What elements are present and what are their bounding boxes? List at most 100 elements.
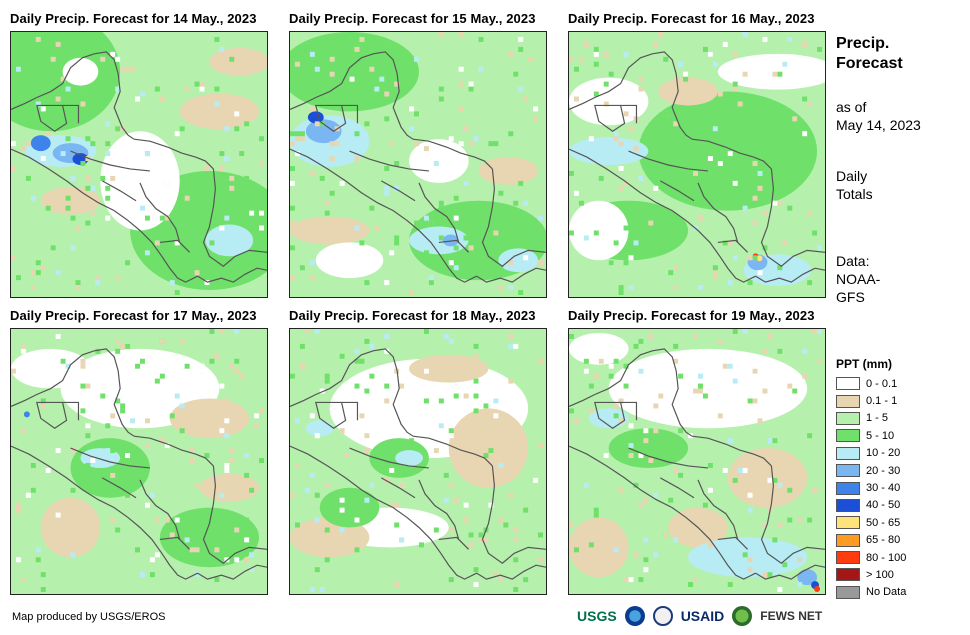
precip-cell <box>593 46 599 52</box>
coastline-border <box>659 477 695 499</box>
precip-cell <box>593 61 599 67</box>
precip-cell <box>319 388 325 394</box>
precip-cell <box>518 180 524 186</box>
coastline-border <box>11 348 135 437</box>
precip-cell <box>384 165 390 171</box>
precip-cell <box>290 492 295 498</box>
precip-region <box>498 248 539 273</box>
precip-cell <box>453 497 459 503</box>
precip-cell <box>443 472 449 478</box>
precip-cell <box>290 275 295 281</box>
precip-cell <box>697 96 703 102</box>
coastline-border <box>418 479 460 540</box>
coastline-border <box>717 536 749 550</box>
precip-map-6 <box>568 328 826 595</box>
precip-cell <box>45 467 51 473</box>
precip-cell <box>782 562 788 568</box>
precip-cell <box>40 106 46 112</box>
precip-cell <box>139 572 145 578</box>
precip-cell <box>234 358 240 364</box>
precip-cell <box>608 363 614 369</box>
precip-cell <box>60 76 66 82</box>
precip-cell <box>339 353 345 359</box>
coastline-border <box>341 401 359 421</box>
precip-cell <box>569 333 574 339</box>
precip-cell <box>85 462 91 468</box>
precip-cell <box>184 537 190 543</box>
precip-cell <box>727 195 733 201</box>
precip-cell <box>583 557 589 563</box>
precip-cell <box>115 126 121 132</box>
coastline-border <box>628 447 708 469</box>
precip-cell <box>125 260 131 266</box>
precip-cell <box>290 373 295 379</box>
precip-cell <box>324 373 330 379</box>
precip-cell <box>60 151 66 157</box>
precip-cell <box>304 487 310 493</box>
precip-cell <box>55 512 61 518</box>
precip-cell <box>144 151 150 157</box>
precip-cell <box>174 290 180 296</box>
precip-cell <box>782 61 788 67</box>
precip-cell <box>518 46 524 52</box>
precip-cell <box>653 552 659 558</box>
precip-cell <box>747 557 753 563</box>
precip-cell <box>70 175 76 181</box>
precip-cell <box>493 398 499 404</box>
precip-cell <box>164 443 170 449</box>
coastline-border <box>139 479 181 540</box>
precip-cell <box>428 418 434 424</box>
precip-cell <box>583 358 589 364</box>
precip-cell <box>633 240 639 246</box>
as-of-line1: as of <box>836 99 867 115</box>
precip-cell <box>174 517 180 523</box>
precip-cell <box>628 245 634 251</box>
precip-cell <box>683 71 689 77</box>
precip-cell <box>174 131 180 137</box>
precip-cell <box>658 393 664 399</box>
precip-cell <box>648 220 654 226</box>
precip-cell <box>453 265 459 271</box>
precip-cell <box>777 587 783 593</box>
precip-cell <box>448 527 454 533</box>
precip-cell <box>473 582 479 588</box>
precip-cell <box>628 126 634 132</box>
precip-cell <box>508 343 514 349</box>
precip-cell <box>498 265 504 271</box>
precip-cell <box>668 497 674 503</box>
precip-cell <box>354 383 360 389</box>
precip-cell <box>518 36 524 42</box>
precip-cell <box>438 398 444 404</box>
precip-cell <box>234 126 240 132</box>
precip-cell <box>618 285 624 291</box>
precip-cell <box>573 66 579 72</box>
precip-cell <box>727 363 733 369</box>
precip-cell <box>105 448 111 454</box>
legend-label: No Data <box>866 586 907 599</box>
precip-cell <box>85 220 91 226</box>
precip-cell <box>324 482 330 488</box>
precip-cell <box>379 532 385 538</box>
precip-cell <box>105 423 111 429</box>
precip-cell <box>179 403 185 409</box>
precip-cell <box>159 373 165 379</box>
precip-cell <box>394 582 400 588</box>
coastline-border <box>133 435 214 467</box>
precip-cell <box>569 56 574 62</box>
precip-cell <box>473 343 479 349</box>
coastline-border <box>412 435 493 467</box>
precip-cell <box>90 141 96 147</box>
precip-cell <box>344 512 350 518</box>
precip-cell <box>453 195 459 201</box>
coastline-border <box>620 104 638 124</box>
precip-cell <box>638 175 644 181</box>
precip-cell <box>45 205 51 211</box>
precip-cell <box>110 175 116 181</box>
precip-cell <box>139 358 145 364</box>
panel-title-6: Daily Precip. Forecast for 19 May., 2023 <box>568 308 815 323</box>
legend-item: 10 - 20 <box>836 445 906 462</box>
legend-swatch <box>836 533 860 547</box>
precip-cell <box>772 502 778 508</box>
precip-cell <box>747 280 753 286</box>
precip-cell <box>364 433 370 439</box>
